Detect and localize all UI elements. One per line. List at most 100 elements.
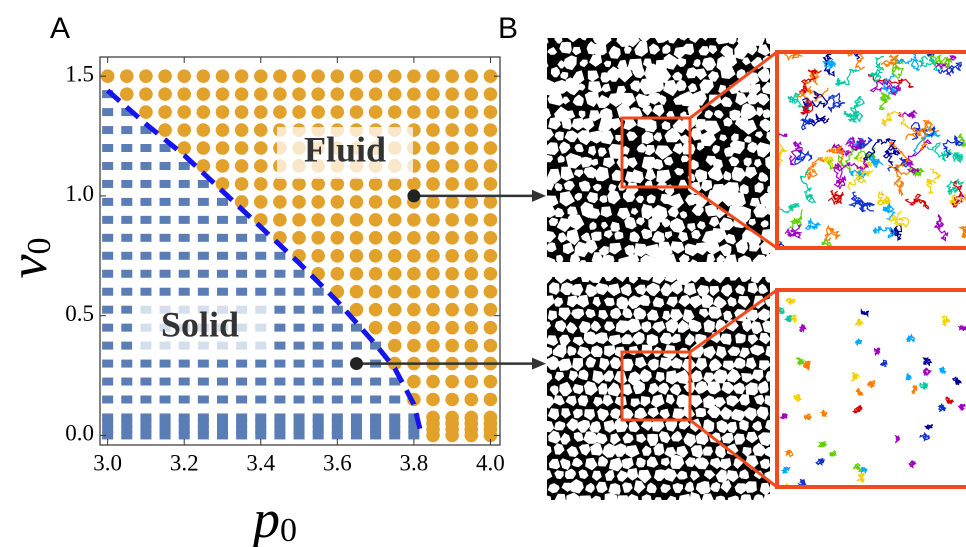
fluid-point (273, 195, 287, 209)
cell (752, 442, 767, 457)
solid-point (370, 341, 382, 350)
cell (590, 320, 602, 332)
cell (608, 334, 622, 346)
solid-point (121, 251, 133, 260)
fluid-point (426, 302, 440, 317)
trajectory (855, 387, 864, 397)
cell (669, 309, 684, 323)
solid-point (140, 287, 152, 296)
cell (720, 284, 733, 297)
panel-label: A (50, 12, 70, 45)
cell (620, 283, 632, 297)
cell (707, 166, 724, 182)
fluid-point (330, 105, 345, 119)
cell (632, 66, 646, 79)
trajectory (799, 97, 814, 115)
cell (665, 231, 673, 239)
fluid-point (330, 213, 345, 227)
trajectory (929, 53, 953, 68)
cell (554, 38, 563, 44)
solid-point (255, 425, 267, 434)
fluid-point (292, 87, 306, 101)
solid-point (255, 377, 267, 386)
x-tick-label: 3.6 (323, 450, 352, 475)
cell (641, 321, 652, 333)
cell (680, 155, 689, 163)
cell (702, 346, 716, 359)
solid-point (197, 377, 209, 386)
solid-point (350, 419, 362, 428)
fluid-point (464, 177, 479, 191)
cell (598, 383, 608, 395)
trajectory (881, 110, 910, 130)
solid-point (102, 126, 114, 135)
trajectory (788, 209, 803, 230)
plot-frame (99, 56, 501, 446)
fluid-point (349, 177, 364, 191)
solid-point (140, 251, 152, 260)
cell (547, 420, 555, 433)
cell (554, 277, 568, 284)
cell (757, 308, 770, 321)
cell (716, 254, 726, 262)
cell (598, 310, 609, 320)
cell (757, 67, 770, 82)
solid-point (236, 359, 248, 368)
cell (559, 191, 575, 207)
cell (660, 193, 671, 205)
fluid-point (483, 266, 498, 281)
cell (578, 444, 591, 456)
cell (602, 443, 617, 458)
fluid-point (426, 284, 440, 299)
cell (670, 454, 685, 469)
cell (715, 445, 726, 459)
fluid-point (253, 123, 268, 137)
cell (639, 38, 651, 44)
solid-point (102, 377, 114, 386)
fluid-point (445, 213, 459, 227)
cell (765, 298, 770, 307)
cell (701, 57, 717, 71)
cell (644, 117, 657, 133)
cell (766, 131, 770, 142)
trajectory (867, 73, 915, 89)
cell (647, 91, 661, 105)
cell (608, 143, 624, 159)
solid-point (274, 413, 286, 422)
solid-point (293, 431, 305, 440)
fluid-point (177, 141, 192, 155)
fluid-point (464, 123, 479, 137)
cell (742, 446, 752, 457)
trajectory (940, 315, 951, 327)
cell (550, 66, 560, 78)
cell (567, 206, 578, 216)
fluid-point (253, 69, 268, 83)
solid-point (140, 233, 152, 242)
cell (652, 277, 665, 284)
cell (547, 310, 558, 321)
cell (682, 309, 695, 323)
phase-boundary (106, 88, 424, 437)
cell (672, 483, 683, 493)
cell (624, 245, 636, 257)
cell (678, 253, 690, 262)
cell (739, 419, 749, 431)
cell (583, 431, 599, 444)
cell (699, 308, 710, 318)
cell (728, 156, 740, 167)
fluid-point (464, 284, 479, 299)
fluid-point (215, 87, 230, 101)
cell (703, 419, 715, 433)
fluid-point (483, 141, 498, 155)
fluid-point (177, 123, 192, 137)
cell (578, 180, 591, 192)
cell (687, 83, 698, 93)
solid-point (159, 179, 171, 188)
fluid-point (177, 69, 192, 83)
cell (647, 358, 659, 371)
trajectory (957, 403, 966, 411)
cell (625, 445, 640, 458)
trajectory (821, 58, 837, 70)
fluid-point (407, 320, 421, 335)
cell (735, 333, 746, 344)
